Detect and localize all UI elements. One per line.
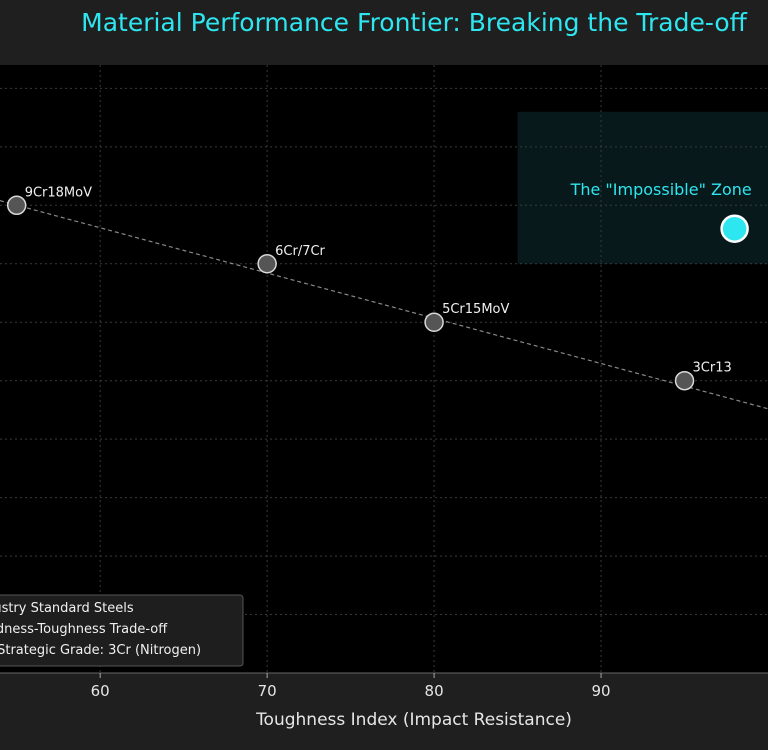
- x-axis-label: Toughness Index (Impact Resistance): [256, 710, 572, 730]
- x-tick-label: 60: [91, 682, 110, 700]
- data-point: [6, 195, 27, 216]
- chart-title: Material Performance Frontier: Breaking …: [81, 8, 747, 37]
- points-layer: 9Cr18MoV 6Cr/7Cr 5Cr15MoV 3Cr13: [6, 185, 749, 391]
- legend-box: [0, 594, 244, 667]
- legend-entry: ON Strategic Grade: 3Cr (Nitrogen): [0, 643, 201, 658]
- point-label: 9Cr18MoV: [25, 185, 92, 200]
- impossible-zone-label: The "Impossible" Zone: [570, 180, 752, 199]
- x-axis: 60 70 80 90: [0, 672, 768, 700]
- data-point: [674, 370, 695, 391]
- data-point: [257, 254, 277, 274]
- x-tick-label: 90: [591, 682, 610, 700]
- strategic-grade-point: [720, 214, 749, 243]
- x-tick-label: 80: [425, 682, 444, 700]
- legend: Industry Standard Steels Hardness-Toughne…: [0, 594, 244, 667]
- point-label: 5Cr15MoV: [442, 302, 509, 317]
- point-label: 3Cr13: [693, 361, 732, 376]
- data-point: [424, 312, 444, 332]
- x-tick-label: 70: [258, 682, 277, 700]
- legend-entry: Hardness-Toughness Trade-off: [0, 622, 168, 637]
- point-label: 6Cr/7Cr: [275, 244, 325, 259]
- legend-entry: Industry Standard Steels: [0, 601, 134, 616]
